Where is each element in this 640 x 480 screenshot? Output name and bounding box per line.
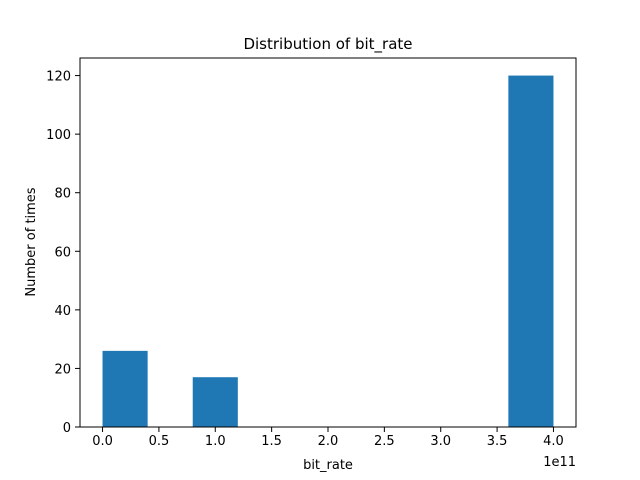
- bar-group: [102, 75, 554, 428]
- x-axis-ticks: 0.0 0.5 1.0 1.5 2.0 2.5 3.0 3.5 4.0: [92, 427, 564, 449]
- y-axis-label: Number of times: [24, 187, 39, 296]
- y-tick-label: 60: [54, 245, 71, 260]
- histogram-bar-2: [192, 377, 238, 427]
- y-axis-ticks: 0 20 40 60 80 100 120: [46, 70, 80, 436]
- x-axis-label: bit_rate: [303, 458, 353, 473]
- x-tick-label: 0.0: [92, 434, 113, 449]
- x-axis-offset-label: 1e11: [543, 455, 576, 470]
- histogram-bar-9: [508, 75, 554, 428]
- x-tick-label: 3.0: [430, 434, 451, 449]
- x-tick-label: 2.5: [374, 434, 395, 449]
- x-tick-label: 0.5: [149, 434, 170, 449]
- y-tick-label: 120: [46, 70, 71, 85]
- x-tick-label: 1.0: [205, 434, 226, 449]
- chart-title: Distribution of bit_rate: [243, 35, 412, 54]
- y-tick-label: 20: [54, 362, 71, 377]
- y-tick-label: 100: [46, 128, 71, 143]
- y-tick-label: 80: [54, 187, 71, 202]
- x-tick-label: 3.5: [487, 434, 508, 449]
- histogram-bar-0: [102, 350, 148, 427]
- y-tick-label: 40: [54, 304, 71, 319]
- plot-frame: [79, 57, 577, 428]
- x-tick-label: 4.0: [543, 434, 564, 449]
- x-tick-label: 2.0: [318, 434, 339, 449]
- x-tick-label: 1.5: [261, 434, 282, 449]
- y-tick-label: 0: [63, 421, 71, 436]
